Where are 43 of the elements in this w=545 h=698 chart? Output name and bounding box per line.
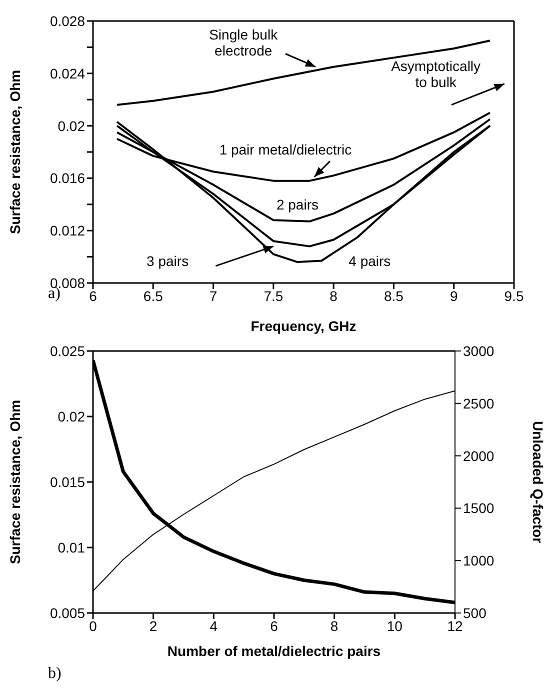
x-tick-label: 6 — [89, 288, 98, 304]
x-tick-label: 12 — [447, 618, 463, 634]
x-tick-label: 7 — [209, 288, 218, 304]
y2-tick-label: 2000 — [463, 448, 494, 464]
y-tick-label: 0.01 — [58, 539, 86, 556]
text: b) — [48, 665, 62, 682]
y-tick-label: 0.012 — [50, 222, 86, 239]
y-axis-title: Surface resistance, Ohm — [6, 70, 23, 234]
y-tick-label: 0.02 — [58, 118, 86, 134]
series-label: Single bulk electrode — [209, 26, 279, 58]
y2-tick-label: 3000 — [463, 342, 494, 359]
x-tick-label: 9 — [450, 288, 458, 304]
x-tick-label: 0 — [89, 618, 98, 634]
x-tick-label: 8 — [330, 288, 338, 304]
x-tick-label: 8 — [330, 618, 338, 634]
y-tick-label: 0.025 — [50, 342, 86, 359]
y2-tick-label: 1000 — [463, 552, 494, 569]
legend-label: 3 pairs — [146, 252, 189, 269]
y-axis-title: Surface resistance, Ohm — [6, 400, 23, 564]
y-tick-label: 0.005 — [50, 604, 86, 621]
y2-tick-label: 500 — [463, 604, 487, 621]
y2-tick-label: 2500 — [463, 395, 494, 412]
y-tick-label: 0.024 — [50, 65, 86, 82]
x-axis-title: Frequency, GHz — [250, 318, 356, 334]
x-tick-label: 7.5 — [264, 288, 284, 304]
y-tick-label: 0.015 — [50, 474, 86, 490]
x-tick-label: 6.5 — [143, 288, 164, 304]
y-tick-label: 0.016 — [50, 170, 86, 186]
x-tick-label: 4 — [210, 618, 218, 634]
x-tick-label: 6 — [270, 618, 278, 634]
x-tick-label: 10 — [386, 618, 403, 634]
series-label: 4 pairs — [348, 252, 391, 269]
y-tick-label: 0.02 — [58, 408, 86, 424]
series-label: 1 pair metal/dielectric — [219, 142, 352, 158]
series-label: 2 pairs — [276, 196, 318, 213]
y2-axis-title: Unloaded Q-factor — [530, 420, 545, 544]
x-tick-label: 9.5 — [504, 288, 524, 304]
annotation: Asymptotically to bulk — [391, 58, 481, 90]
x-tick-label: 2 — [149, 618, 158, 634]
x-axis-title: Number of metal/dielectric pairs — [167, 643, 381, 659]
y2-tick-label: 1500 — [463, 500, 494, 516]
y-tick-label: 0.028 — [50, 12, 86, 29]
x-tick-label: 8.5 — [384, 288, 404, 304]
